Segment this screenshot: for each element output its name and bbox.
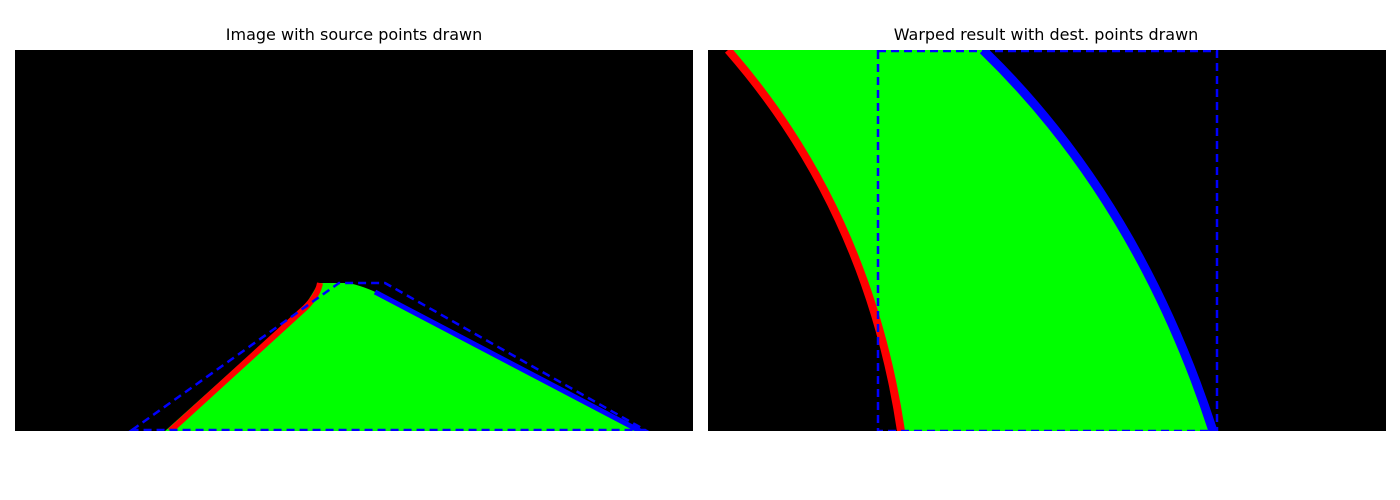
warped-left-lane-line [724,50,905,431]
warped-right-lane-line [979,50,1218,431]
warped-lane-fill [728,50,1213,431]
source-right-lane-line [373,289,642,431]
source-panel-title: Image with source points drawn [225,25,483,44]
dest-points-outline [876,50,1219,431]
source-image-canvas [128,281,650,431]
warped-panel-title: Warped result with dest. points drawn [893,25,1199,44]
source-image [15,50,693,431]
warped-image-canvas [724,50,1219,431]
source-lane-fill [165,283,640,431]
source-points-outline [128,281,650,431]
warped-image [708,50,1386,431]
